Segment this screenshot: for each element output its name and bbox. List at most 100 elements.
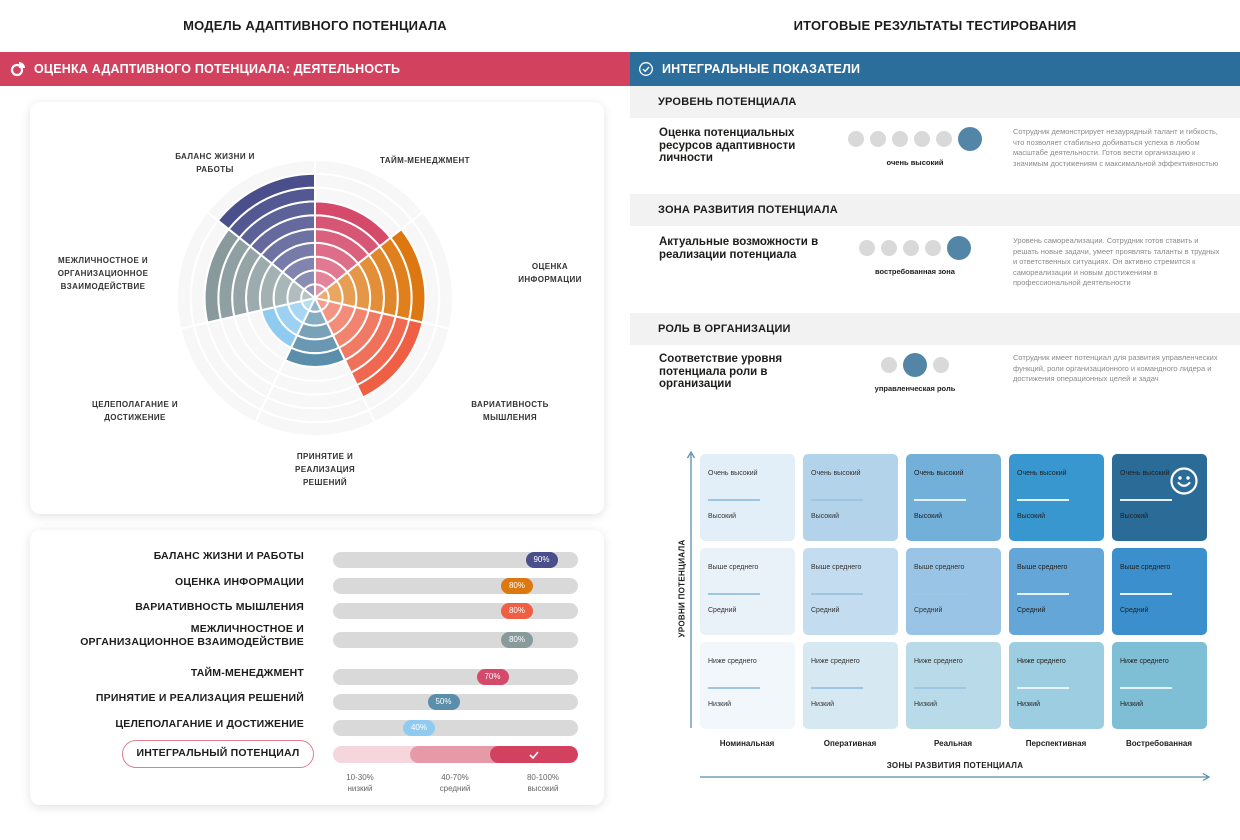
level-dot — [925, 240, 941, 256]
matrix-cell: Очень высокий Высокий — [1112, 454, 1207, 541]
score-row: ВАРИАТИВНОСТЬ МЫШЛЕНИЯ 80% — [30, 601, 604, 621]
matrix-cell: Выше среднего Средний — [700, 548, 795, 635]
cell-divider — [914, 499, 966, 501]
level-caption: очень высокий — [886, 158, 944, 167]
cell-top-level: Выше среднего — [914, 564, 965, 571]
polar-segment — [355, 318, 424, 399]
score-row: ТАЙМ-МЕНЕДЖМЕНТ 70% — [30, 667, 604, 687]
score-label: ВАРИАТИВНОСТЬ МЫШЛЕНИЯ — [135, 601, 304, 613]
cell-top-level: Очень высокий — [1120, 470, 1170, 477]
cell-top-level: Выше среднего — [708, 564, 759, 571]
right-page-title: ИТОГОВЫЕ РЕЗУЛЬТАТЫ ТЕСТИРОВАНИЯ — [793, 18, 1077, 33]
integral-banner-title: ИНТЕГРАЛЬНЫЕ ПОКАЗАТЕЛИ — [662, 62, 861, 76]
matrix-column-label: Номинальная — [719, 739, 775, 748]
cell-top-level: Ниже среднего — [914, 658, 963, 665]
section-header: РОЛЬ В ОРГАНИЗАЦИИ — [630, 313, 1240, 345]
indicator-title: Оценка потенциальных ресурсов адаптивнос… — [659, 127, 796, 164]
scores-card: БАЛАНС ЖИЗНИ И РАБОТЫ 90% ОЦЕНКА ИНФОРМАЦИ… — [30, 530, 604, 805]
polar-label-line: ПРИНЯТИЕ И — [296, 452, 354, 461]
level-dot — [859, 240, 875, 256]
cell-bottom-level: Высокий — [914, 512, 943, 520]
cell-top-level: Ниже среднего — [1120, 658, 1169, 665]
check-circle-icon — [638, 61, 654, 77]
level-indicator — [881, 352, 949, 378]
level-dot — [892, 131, 908, 147]
level-dot — [903, 240, 919, 256]
integral-scale-segment — [410, 746, 510, 763]
cell-divider — [1017, 687, 1069, 689]
cell-divider — [1120, 687, 1172, 689]
score-row: ЦЕЛЕПОЛАГАНИЕ И ДОСТИЖЕНИЕ 40% — [30, 718, 604, 738]
score-label: ТАЙМ-МЕНЕДЖМЕНТ — [190, 667, 304, 679]
cell-divider — [914, 593, 966, 595]
cell-bottom-level: Высокий — [708, 512, 737, 520]
x-axis-arrow — [700, 772, 1211, 782]
score-value-badge: 80% — [501, 578, 533, 594]
activity-banner-title: ОЦЕНКА АДАПТИВНОГО ПОТЕНЦИАЛА: ДЕЯТЕЛЬНО… — [34, 62, 401, 76]
level-dot — [881, 240, 897, 256]
polar-axis-label: ОЦЕНКА ИНФОРМАЦИИ — [485, 260, 615, 286]
score-value-badge: 80% — [501, 632, 533, 648]
polar-label-line: РЕШЕНИЙ — [302, 478, 348, 487]
score-row: ПРИНЯТИЕ И РЕАЛИЗАЦИЯ РЕШЕНИЙ 50% — [30, 692, 604, 712]
indicator-description: Сотрудник демонстрирует незаурядный тала… — [1013, 127, 1219, 168]
polar-axis-label: ВАРИАТИВНОСТЬ МЫШЛЕНИЯ — [445, 398, 575, 424]
score-label: ЦЕЛЕПОЛАГАНИЕ И ДОСТИЖЕНИЕ — [115, 718, 304, 730]
matrix-cell: Выше среднего Средний — [803, 548, 898, 635]
indicator-title: Соответствие уровня потенциала роли в ор… — [659, 353, 783, 390]
level-dot — [848, 131, 864, 147]
cell-bottom-level: Низкий — [1120, 700, 1144, 708]
polar-label-line: ЦЕЛЕПОЛАГАНИЕ И — [92, 400, 178, 409]
cell-top-level: Выше среднего — [1120, 564, 1171, 571]
polar-area-chart — [176, 158, 454, 437]
matrix-cell: Выше среднего Средний — [1112, 548, 1207, 635]
matrix-column-label: Востребованная — [1125, 739, 1193, 748]
matrix-column-label: Оперативная — [823, 739, 877, 748]
score-value-badge: 70% — [476, 669, 509, 685]
score-label: БАЛАНС ЖИЗНИ И РАБОТЫ — [153, 550, 304, 562]
cell-top-level: Очень высокий — [811, 470, 861, 477]
cell-top-level: Ниже среднего — [708, 658, 757, 665]
score-track — [333, 603, 578, 619]
y-axis-label: УРОВНИ ПОТЕНЦИАЛА — [677, 539, 687, 638]
polar-segment — [216, 172, 316, 231]
cell-bottom-level: Средний — [914, 606, 943, 614]
polar-label-line: ОРГАНИЗАЦИОННОЕ — [57, 269, 149, 278]
section-header: УРОВЕНЬ ПОТЕНЦИАЛА — [630, 86, 1240, 118]
integral-scale-label: 10-30% низкий — [346, 773, 374, 793]
cell-top-level: Выше среднего — [811, 564, 862, 571]
cell-top-level: Очень высокий — [1017, 470, 1067, 477]
polar-label-line: МЫШЛЕНИЯ — [483, 413, 537, 422]
score-label: ПРИНЯТИЕ И РЕАЛИЗАЦИЯ РЕШЕНИЙ — [95, 692, 304, 704]
indicator-title: Актуальные возможности в реализации поте… — [659, 236, 819, 261]
integral-scale-label: 80-100% высокий — [526, 773, 560, 793]
polar-sector — [216, 172, 316, 301]
left-page-title: МОДЕЛЬ АДАПТИВНОГО ПОТЕНЦИАЛА — [183, 18, 447, 33]
check-icon — [529, 751, 539, 760]
matrix-column-label: Реальная — [934, 739, 972, 748]
cell-divider — [708, 593, 760, 595]
cell-top-level: Ниже среднего — [1017, 658, 1066, 665]
matrix-cell: Выше среднего Средний — [906, 548, 1001, 635]
polar-label-line: ОЦЕНКА — [531, 262, 569, 271]
cell-divider — [1017, 593, 1069, 595]
polar-label-line: РАБОТЫ — [196, 165, 234, 174]
level-dot — [914, 131, 930, 147]
pie-chart-icon — [10, 61, 26, 77]
matrix-cell: Выше среднего Средний — [1009, 548, 1104, 635]
polar-label-line: ВАРИАТИВНОСТЬ — [471, 400, 549, 409]
matrix-cell: Ниже среднего Низкий — [700, 642, 795, 729]
cell-divider — [708, 499, 760, 501]
level-dot-selected — [958, 127, 982, 151]
cell-divider — [811, 593, 863, 595]
score-row: ОЦЕНКА ИНФОРМАЦИИ 80% — [30, 576, 604, 596]
y-axis-arrow — [686, 450, 696, 728]
cell-top-level: Очень высокий — [708, 470, 758, 477]
polar-label-line: ТАЙМ-МЕНЕДЖМЕНТ — [380, 156, 470, 165]
cell-divider — [811, 499, 863, 501]
polar-label-line: ВЗАИМОДЕЙСТВИЕ — [60, 282, 146, 291]
cell-divider — [1120, 499, 1172, 501]
level-dot-selected — [903, 353, 927, 377]
cell-bottom-level: Высокий — [1120, 512, 1149, 520]
score-track — [333, 552, 578, 568]
